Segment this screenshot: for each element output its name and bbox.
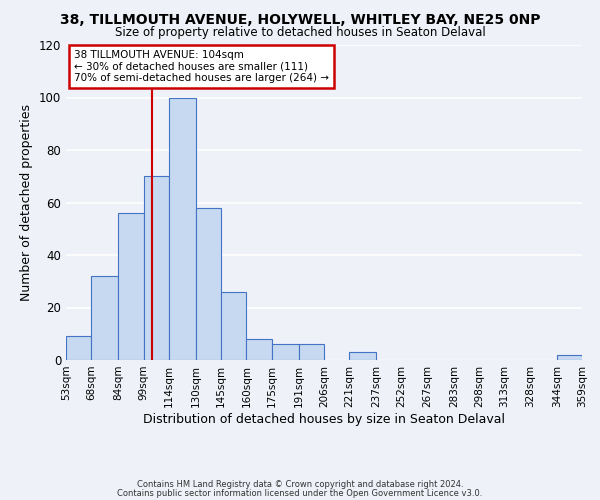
Bar [557,355,582,360]
Bar [299,344,324,360]
Bar [143,176,169,360]
Text: Contains HM Land Registry data © Crown copyright and database right 2024.: Contains HM Land Registry data © Crown c… [137,480,463,489]
Text: 38, TILLMOUTH AVENUE, HOLYWELL, WHITLEY BAY, NE25 0NP: 38, TILLMOUTH AVENUE, HOLYWELL, WHITLEY … [60,12,540,26]
Bar [196,208,221,360]
Y-axis label: Number of detached properties: Number of detached properties [20,104,33,301]
Bar [66,336,91,360]
Text: 38 TILLMOUTH AVENUE: 104sqm
← 30% of detached houses are smaller (111)
70% of se: 38 TILLMOUTH AVENUE: 104sqm ← 30% of det… [74,50,329,83]
Bar [221,292,247,360]
Bar [247,339,272,360]
Bar [169,98,196,360]
X-axis label: Distribution of detached houses by size in Seaton Delaval: Distribution of detached houses by size … [143,412,505,426]
Bar [272,344,299,360]
Bar [118,213,143,360]
Text: Size of property relative to detached houses in Seaton Delaval: Size of property relative to detached ho… [115,26,485,39]
Bar [349,352,376,360]
Text: Contains public sector information licensed under the Open Government Licence v3: Contains public sector information licen… [118,488,482,498]
Bar [91,276,118,360]
